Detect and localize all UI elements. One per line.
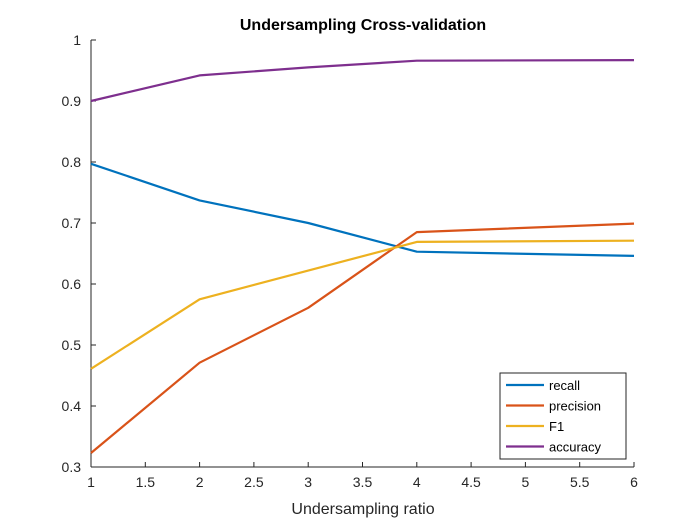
y-tick-label: 0.3 xyxy=(62,459,82,475)
series-line-recall xyxy=(90,162,635,257)
legend-label-recall: recall xyxy=(549,378,580,393)
axes: 1 1.5 2 2.5 3 3.5 4 4.5 5 5.5 6 0.3 0.4 0.5 0.6 0.7 0.8 0… xyxy=(62,32,639,490)
y-tick-label: 0.6 xyxy=(62,276,82,292)
legend-label-f1: F1 xyxy=(549,419,564,434)
x-tick-label: 1 xyxy=(87,474,95,490)
y-tick-label: 1 xyxy=(73,32,81,48)
legend-label-accuracy: accuracy xyxy=(549,440,602,455)
chart-title: Undersampling Cross-validation xyxy=(240,17,486,34)
series-line-precision xyxy=(90,222,635,454)
x-axis-title: Undersampling ratio xyxy=(291,501,434,518)
y-tick-label: 0.9 xyxy=(62,93,82,109)
legend-box xyxy=(499,372,627,460)
x-tick-label: 4 xyxy=(413,474,421,490)
x-tick-label: 6 xyxy=(630,474,638,490)
y-tick-label: 0.8 xyxy=(62,154,82,170)
x-tick-label: 4.5 xyxy=(461,474,481,490)
y-tick-label: 0.5 xyxy=(62,337,82,353)
series-line-accuracy xyxy=(90,59,635,103)
x-tick-label: 2.5 xyxy=(244,474,264,490)
y-tick-label: 0.4 xyxy=(62,398,82,414)
x-tick-label: 1.5 xyxy=(136,474,156,490)
series-line-f1 xyxy=(90,239,635,370)
x-tick-label: 5.5 xyxy=(570,474,590,490)
x-tick-label: 2 xyxy=(196,474,204,490)
x-tick-label: 3.5 xyxy=(353,474,373,490)
x-tick-label: 5 xyxy=(522,474,530,490)
y-tick-label: 0.7 xyxy=(62,215,82,231)
legend: recall precision F1 accuracy xyxy=(499,372,627,460)
x-tick-label: 3 xyxy=(304,474,312,490)
legend-label-precision: precision xyxy=(549,399,601,414)
series-group xyxy=(90,59,635,454)
